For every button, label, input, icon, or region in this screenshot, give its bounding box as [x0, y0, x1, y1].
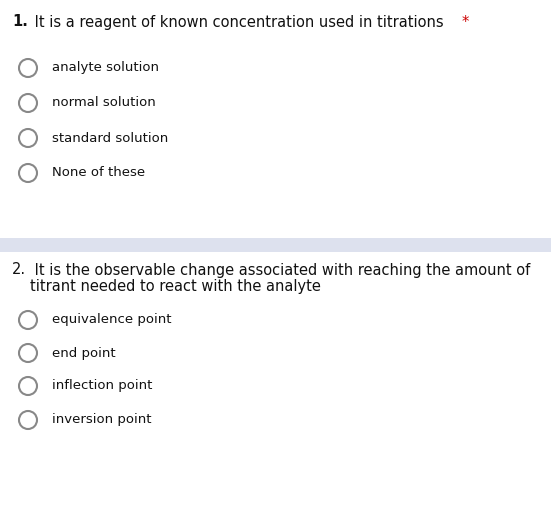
Bar — [0, 238, 551, 252]
Text: inversion point: inversion point — [52, 414, 152, 427]
Text: equivalence point: equivalence point — [52, 313, 171, 326]
Text: None of these: None of these — [52, 167, 145, 180]
Text: titrant needed to react with the analyte: titrant needed to react with the analyte — [30, 280, 321, 294]
Text: inflection point: inflection point — [52, 379, 153, 392]
Text: 2.: 2. — [12, 263, 26, 278]
Text: *: * — [462, 15, 469, 30]
Text: It is a reagent of known concentration used in titrations: It is a reagent of known concentration u… — [30, 15, 444, 30]
Text: analyte solution: analyte solution — [52, 61, 159, 75]
Text: end point: end point — [52, 347, 116, 360]
Text: normal solution: normal solution — [52, 97, 156, 110]
Text: 1.: 1. — [12, 15, 28, 30]
Text: standard solution: standard solution — [52, 131, 168, 144]
Text: It is the observable change associated with reaching the amount of: It is the observable change associated w… — [30, 263, 530, 278]
